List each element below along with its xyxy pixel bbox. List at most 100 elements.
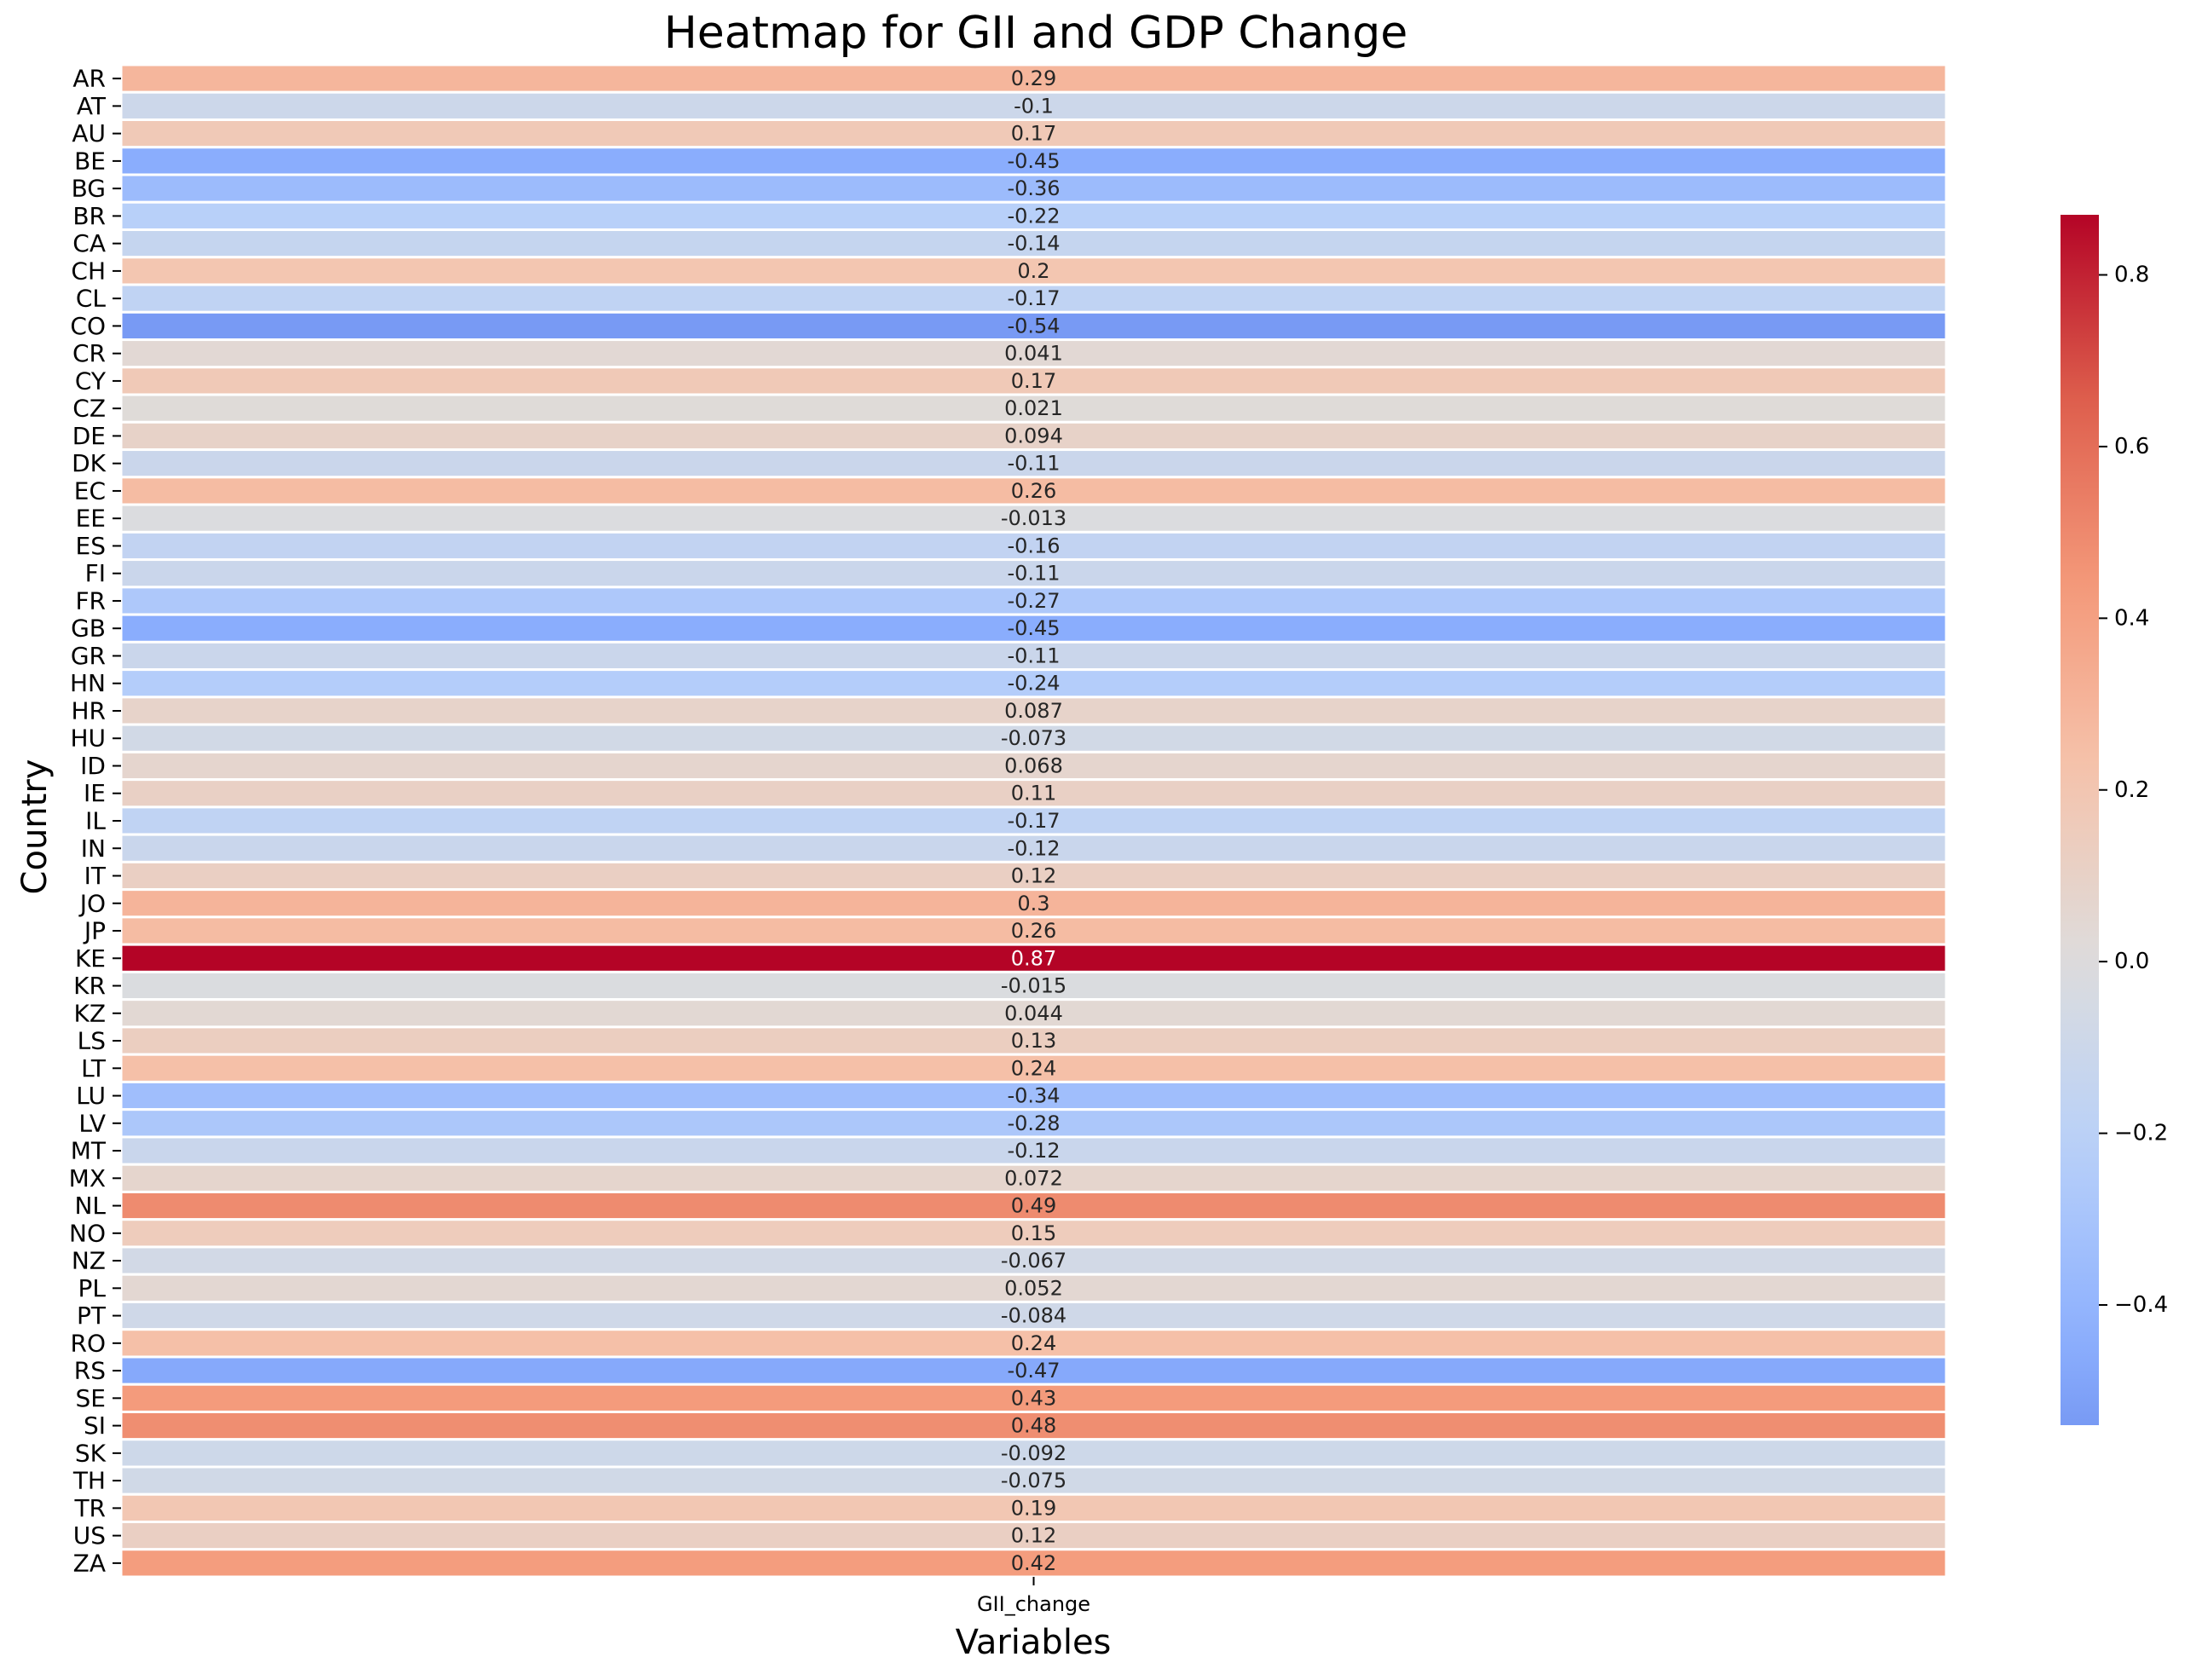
colorbar-tick-label: 0.2 [2114, 777, 2149, 803]
cell-value-label: -0.073 [1001, 726, 1066, 750]
y-tick-label-co: CO [70, 312, 106, 340]
heatmap-cell-id [119, 750, 1948, 782]
x-axis-label: Variables [956, 1623, 1112, 1662]
y-tick-label-br: BR [72, 202, 106, 230]
heatmap-cell-ls [119, 1025, 1948, 1056]
colorbar: 0.8 0.6 0.4 0.2 0.0 −0.2 −0.4 [2061, 215, 2168, 1425]
cell-value-label: -0.34 [1007, 1084, 1060, 1108]
y-tick-label-kr: KR [73, 972, 106, 1000]
cell-value-label: -0.067 [1001, 1249, 1066, 1273]
heatmap-cell-hr [119, 696, 1948, 726]
y-tick-label-in: IN [81, 834, 106, 863]
y-tick-label-se: SE [76, 1384, 106, 1412]
y-tick-label-id: ID [80, 752, 106, 780]
y-tick-label-it: IT [84, 862, 107, 890]
cell-value-label: 0.87 [1011, 946, 1056, 970]
y-tick-label-lt: LT [81, 1054, 107, 1082]
y-tick-label-ie: IE [84, 779, 106, 807]
cell-value-label: -0.11 [1007, 562, 1060, 586]
cell-value-label: 0.021 [1004, 396, 1063, 420]
y-axis-label: Country [15, 759, 55, 895]
y-tick-label-nz: NZ [72, 1247, 106, 1275]
heatmap-cell-kr [119, 970, 1948, 1002]
y-tick-label-dk: DK [72, 449, 107, 477]
y-tick-label-rs: RS [74, 1357, 106, 1385]
cell-value-label: 0.094 [1004, 424, 1063, 447]
y-tick-label-kz: KZ [73, 999, 106, 1027]
cell-value-label: -0.22 [1007, 204, 1060, 228]
y-tick-label-th: TH [72, 1467, 106, 1495]
cell-value-label: -0.36 [1007, 176, 1060, 200]
y-tick-label-lv: LV [78, 1109, 106, 1137]
y-tick-label-cy: CY [75, 367, 107, 395]
y-tick-label-us: US [73, 1521, 106, 1550]
y-tick-label-hu: HU [70, 725, 106, 753]
cell-value-label: -0.17 [1007, 809, 1060, 833]
colorbar-tick-label: −0.4 [2114, 1292, 2168, 1318]
y-tick-label-hr: HR [71, 696, 106, 725]
cell-value-label: -0.54 [1007, 314, 1060, 338]
cell-value-label: 0.12 [1011, 864, 1056, 888]
cell-value-label: 0.11 [1011, 782, 1056, 805]
cell-value-label: -0.11 [1007, 644, 1060, 667]
cell-value-label: 0.3 [1017, 892, 1049, 915]
heatmap-cell-at [119, 90, 1948, 122]
cell-value-label: 0.15 [1011, 1221, 1056, 1245]
heatmap-cell-sk [119, 1438, 1948, 1469]
y-tick-label-si: SI [84, 1412, 106, 1440]
y-tick-label-ar: AR [72, 65, 106, 93]
cell-value-label: 0.43 [1011, 1386, 1056, 1410]
y-tick-label-cl: CL [76, 285, 107, 313]
y-tick-label-cr: CR [72, 339, 106, 367]
cell-value-label: 0.087 [1004, 699, 1063, 723]
y-tick-label-ee: EE [76, 505, 106, 533]
y-tick-label-pl: PL [78, 1274, 107, 1302]
cell-value-label: -0.45 [1007, 149, 1060, 173]
y-tick-label-nl: NL [74, 1192, 106, 1220]
heatmap-cell-gb [119, 613, 1948, 644]
heatmap-cell-mt [119, 1135, 1948, 1166]
cell-value-label: -0.28 [1007, 1111, 1060, 1135]
heatmap-cell-lu [119, 1080, 1948, 1111]
cell-value-label: -0.075 [1001, 1469, 1066, 1492]
y-tick-label-sk: SK [75, 1439, 107, 1467]
y-tick-label-de: DE [72, 422, 106, 450]
y-tick-label-au: AU [72, 119, 106, 147]
y-tick-label-ch: CH [71, 257, 106, 285]
y-tick-label-jo: JO [78, 889, 106, 917]
cell-value-label: -0.47 [1007, 1359, 1060, 1383]
heatmap-cells: 0.29 -0.1 0.17 -0.45 -0.36 -0.22 -0.14 0.2 -0.17… [119, 63, 1948, 1579]
cell-value-label: 0.044 [1004, 1002, 1063, 1025]
cell-value-label: 0.068 [1004, 753, 1063, 777]
y-tick-label-il: IL [85, 807, 106, 835]
cell-value-label: 0.24 [1011, 1331, 1056, 1355]
cell-value-label: -0.013 [1001, 506, 1066, 530]
cell-value-label: -0.16 [1007, 534, 1060, 557]
y-tick-label-pt: PT [77, 1302, 107, 1330]
y-tick-label-bg: BG [72, 175, 106, 203]
heatmap-cell-no [119, 1218, 1948, 1249]
y-tick-label-fr: FR [75, 586, 106, 615]
heatmap-cell-rs [119, 1355, 1948, 1386]
y-tick-label-ls: LS [78, 1027, 106, 1055]
y-tick-label-mx: MX [69, 1164, 106, 1192]
cell-value-label: 0.29 [1011, 66, 1056, 90]
cell-value-label: 0.49 [1011, 1194, 1056, 1218]
heatmap-cell-de [119, 420, 1948, 452]
cell-value-label: 0.26 [1011, 479, 1056, 503]
cell-value-label: 0.052 [1004, 1276, 1063, 1300]
cell-value-label: 0.041 [1004, 342, 1063, 366]
y-tick-label-be: BE [74, 147, 106, 175]
cell-value-label: 0.17 [1011, 122, 1056, 146]
colorbar-tick-label: 0.0 [2114, 949, 2149, 974]
y-tick-label-ke: KE [75, 944, 106, 973]
heatmap-cell-hn [119, 668, 1948, 699]
colorbar-tick-label: 0.6 [2114, 434, 2149, 459]
colorbar-tick-label: 0.8 [2114, 262, 2149, 287]
y-tick-label-tr: TR [73, 1494, 106, 1522]
heatmap-cell-ar [119, 63, 1948, 94]
heatmap-cell-ie [119, 778, 1948, 809]
cell-value-label: 0.19 [1011, 1496, 1056, 1520]
